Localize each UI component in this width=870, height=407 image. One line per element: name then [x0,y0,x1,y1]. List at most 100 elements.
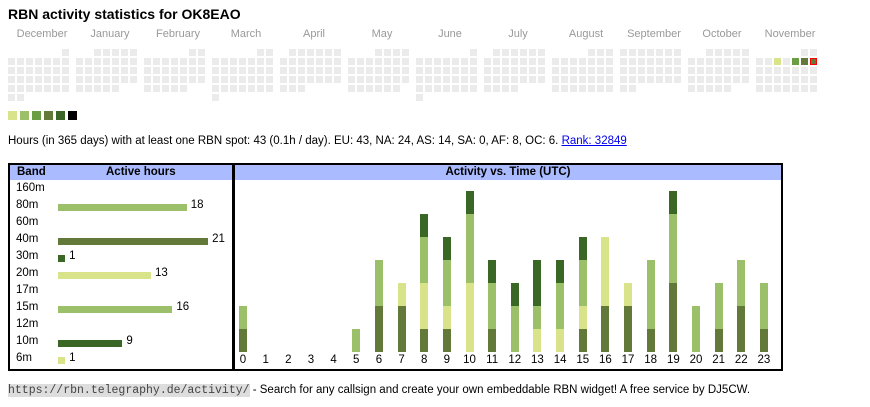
calendar-day[interactable] [334,67,341,74]
calendar-day[interactable] [724,67,731,74]
calendar-day[interactable] [257,85,264,92]
calendar-day[interactable] [733,76,740,83]
calendar-day[interactable] [375,58,382,65]
calendar-day[interactable] [239,58,246,65]
calendar-day[interactable] [538,58,545,65]
calendar-day[interactable] [588,85,595,92]
calendar-day[interactable] [307,67,314,74]
calendar-day[interactable] [198,67,205,74]
calendar-day[interactable] [357,85,364,92]
calendar-day[interactable] [756,67,763,74]
calendar-day[interactable] [375,76,382,83]
calendar-day[interactable] [130,67,137,74]
calendar-day[interactable] [130,58,137,65]
calendar-day[interactable] [570,58,577,65]
calendar-day[interactable] [733,58,740,65]
calendar-day[interactable] [810,85,817,92]
calendar-day[interactable] [189,49,196,56]
calendar-day[interactable] [62,58,69,65]
calendar-day[interactable] [688,58,695,65]
calendar-day[interactable] [461,85,468,92]
calendar-day[interactable] [402,76,409,83]
calendar-day[interactable] [597,85,604,92]
calendar-day[interactable] [783,67,790,74]
calendar-day[interactable] [502,85,509,92]
calendar-day[interactable] [452,58,459,65]
calendar-day[interactable] [606,49,613,56]
calendar-day[interactable] [801,58,808,65]
calendar-day[interactable] [511,85,518,92]
calendar-day[interactable] [180,85,187,92]
calendar-day[interactable] [53,85,60,92]
calendar-day[interactable] [638,49,645,56]
calendar-day[interactable] [239,67,246,74]
calendar-day[interactable] [493,76,500,83]
calendar-day[interactable] [248,67,255,74]
calendar-day[interactable] [774,58,781,65]
calendar-day[interactable] [257,58,264,65]
calendar-day[interactable] [62,85,69,92]
calendar-day[interactable] [357,58,364,65]
calendar-day[interactable] [620,49,627,56]
calendar-day[interactable] [416,85,423,92]
calendar-day[interactable] [8,76,15,83]
calendar-day[interactable] [248,58,255,65]
calendar-day[interactable] [153,58,160,65]
calendar-day[interactable] [715,49,722,56]
calendar-day[interactable] [520,58,527,65]
calendar-day[interactable] [706,76,713,83]
calendar-day[interactable] [597,58,604,65]
calendar-day[interactable] [121,49,128,56]
calendar-day[interactable] [103,49,110,56]
calendar-day[interactable] [706,49,713,56]
calendar-day[interactable] [792,85,799,92]
calendar-day[interactable] [742,49,749,56]
calendar-day[interactable] [8,85,15,92]
calendar-day[interactable] [470,76,477,83]
calendar-day[interactable] [298,67,305,74]
calendar-day[interactable] [17,94,24,101]
calendar-day[interactable] [257,76,264,83]
calendar-day[interactable] [774,67,781,74]
calendar-day[interactable] [470,58,477,65]
calendar-day[interactable] [461,58,468,65]
calendar-day[interactable] [416,76,423,83]
calendar-day[interactable] [17,85,24,92]
calendar-day[interactable] [26,58,33,65]
calendar-day[interactable] [375,67,382,74]
calendar-day[interactable] [629,67,636,74]
calendar-day[interactable] [579,85,586,92]
calendar-day[interactable] [325,49,332,56]
calendar-day[interactable] [162,85,169,92]
calendar-day[interactable] [561,67,568,74]
calendar-day[interactable] [629,85,636,92]
calendar-day[interactable] [402,58,409,65]
calendar-day[interactable] [647,76,654,83]
calendar-day[interactable] [112,76,119,83]
calendar-day[interactable] [493,49,500,56]
calendar-day[interactable] [706,67,713,74]
calendar-day[interactable] [538,67,545,74]
calendar-day[interactable] [697,85,704,92]
calendar-day[interactable] [783,58,790,65]
calendar-day[interactable] [742,76,749,83]
calendar-day[interactable] [647,67,654,74]
calendar-day[interactable] [502,76,509,83]
calendar-day[interactable] [452,76,459,83]
calendar-day[interactable] [144,85,151,92]
calendar-day[interactable] [266,76,273,83]
calendar-day[interactable] [212,76,219,83]
calendar-day[interactable] [629,76,636,83]
calendar-day[interactable] [733,49,740,56]
calendar-day[interactable] [366,85,373,92]
calendar-day[interactable] [552,85,559,92]
calendar-day[interactable] [162,58,169,65]
calendar-day[interactable] [366,58,373,65]
calendar-day[interactable] [606,58,613,65]
calendar-day[interactable] [529,58,536,65]
calendar-day[interactable] [239,76,246,83]
calendar-day[interactable] [434,85,441,92]
calendar-day[interactable] [443,58,450,65]
calendar-day[interactable] [212,67,219,74]
calendar-day[interactable] [348,76,355,83]
